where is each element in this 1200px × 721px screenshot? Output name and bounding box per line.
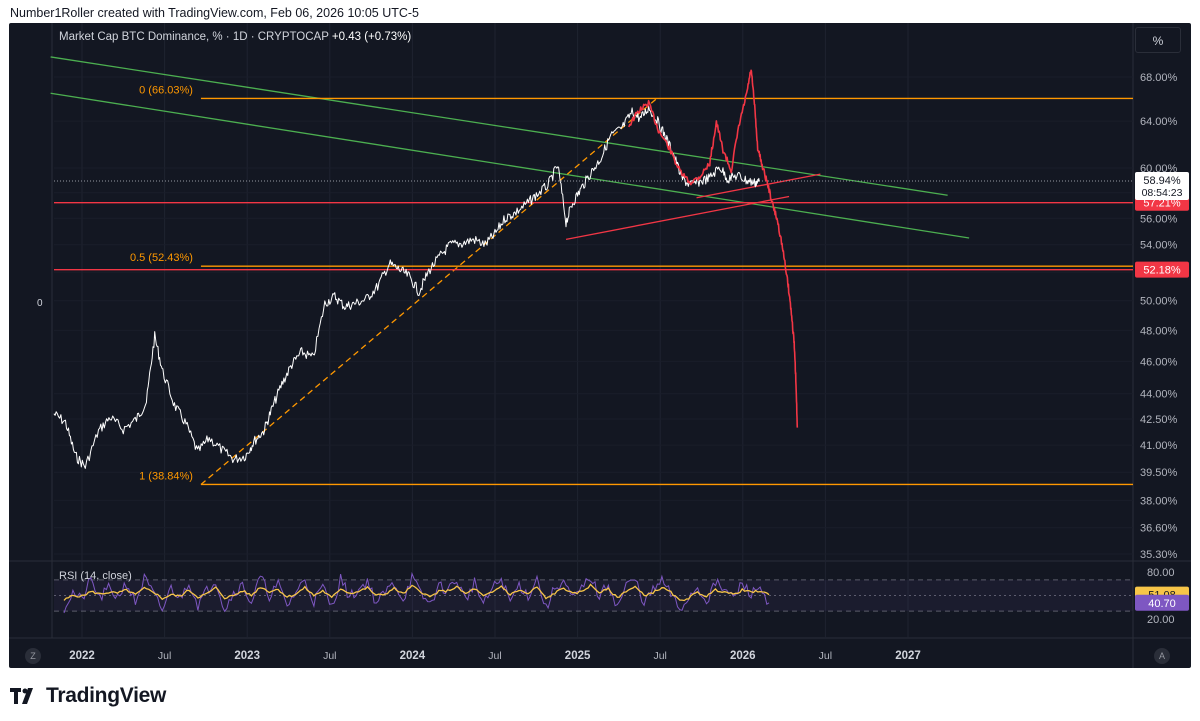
- projection-series-line: [628, 69, 799, 428]
- footer-logo[interactable]: TradingView: [10, 681, 166, 711]
- x-tick-label: Jul: [488, 650, 501, 662]
- trend-line-green: [50, 92, 970, 239]
- y-tick-label: 46.00%: [1140, 356, 1178, 368]
- y-tick-label: 64.00%: [1140, 116, 1178, 128]
- fib-level-label: 1 (38.84%): [139, 470, 193, 482]
- y-tick-label: 68.00%: [1140, 72, 1178, 84]
- countdown-label: 08:54:23: [1142, 187, 1183, 199]
- rsi-value-label-bg: [1135, 594, 1189, 611]
- rsi-line: [63, 571, 770, 614]
- legend-title: Market Cap BTC Dominance, % · 1D · CRYPT…: [59, 31, 329, 43]
- y-tick-label: 41.00%: [1140, 440, 1178, 452]
- x-tick-label: Jul: [158, 650, 171, 662]
- fib-level-label: 0 (66.03%): [139, 84, 193, 96]
- wedge-line-red: [565, 195, 790, 240]
- price-label-bg: [1135, 261, 1189, 278]
- percent-scale-button[interactable]: %: [1135, 27, 1181, 53]
- y-tick-label: 42.50%: [1140, 414, 1178, 426]
- y-tick-label: 39.50%: [1140, 467, 1178, 479]
- y-tick-label: 44.00%: [1140, 389, 1178, 401]
- tradingview-logo-icon: [10, 688, 33, 704]
- trend-line-green: [50, 56, 948, 196]
- y-tick-label: 54.00%: [1140, 240, 1178, 252]
- x-tick-label: 2022: [69, 650, 95, 662]
- y-tick-label: 50.00%: [1140, 296, 1178, 308]
- legend-change: +0.43 (+0.73%): [331, 31, 412, 43]
- price-series-line: [53, 105, 760, 469]
- fib-anchor-line: [200, 97, 658, 485]
- y-tick-label: 48.00%: [1140, 325, 1178, 337]
- wedge-line-red: [696, 173, 821, 199]
- x-tick-label: 2025: [565, 650, 591, 662]
- chart-legend: Market Cap BTC Dominance, % · 1D · CRYPT…: [59, 31, 411, 43]
- y-tick-label: 38.00%: [1140, 495, 1178, 507]
- x-tick-label: 2023: [234, 650, 260, 662]
- rsi-tick-label: 20.00: [1147, 614, 1175, 626]
- x-tick-label: 2027: [895, 650, 921, 662]
- price-label-red: 52.18%: [1143, 265, 1181, 277]
- y-tick-label: 35.30%: [1140, 549, 1178, 561]
- zoom-reset-icon[interactable]: Z: [25, 648, 41, 664]
- chart-frame[interactable]: 0 (66.03%) 0.5 (52.43%) 1 (38.84%) 68.00% 6…: [9, 23, 1191, 668]
- brand-name: TradingView: [46, 684, 167, 707]
- fib-level-label: 0.5 (52.43%): [130, 252, 193, 264]
- rsi-ma-line: [63, 583, 770, 602]
- price-label-red: 57.21%: [1143, 198, 1181, 210]
- auto-scale-icon[interactable]: A: [1154, 648, 1170, 664]
- rsi-value-label: 40.70: [1148, 598, 1176, 610]
- x-tick-label: Jul: [323, 650, 336, 662]
- chart-attribution: Number1Roller created with TradingView.c…: [10, 6, 420, 20]
- rsi-legend: RSI (14, close): [59, 570, 132, 582]
- x-tick-label: 2024: [400, 650, 426, 662]
- left-axis-label: 0: [37, 298, 43, 309]
- x-tick-label: Jul: [653, 650, 666, 662]
- last-price-label: 58.94%: [1143, 175, 1181, 187]
- x-tick-label: Jul: [819, 650, 832, 662]
- rsi-tick-label: 80.00: [1147, 567, 1175, 579]
- y-tick-label: 56.00%: [1140, 213, 1178, 225]
- last-price-label-bg: [1135, 172, 1189, 201]
- chart-canvas[interactable]: 0 (66.03%) 0.5 (52.43%) 1 (38.84%) 68.00% 6…: [9, 23, 1191, 668]
- x-tick-label: 2026: [730, 650, 756, 662]
- y-tick-label: 36.60%: [1140, 523, 1178, 535]
